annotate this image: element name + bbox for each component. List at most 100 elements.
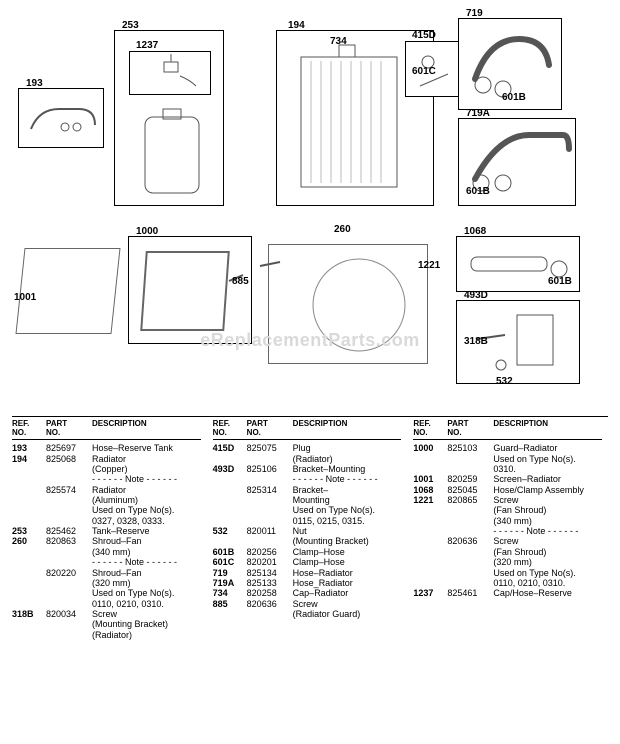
cell-part: 820201 [247,557,293,567]
cell-part: 820011 [247,526,293,536]
table-row: (340 mm) [12,547,201,557]
callout-318b: 318B [464,336,488,347]
cell-part: 820258 [247,588,293,598]
cell-desc: (Aluminum) [92,495,201,505]
cell-desc: Cap/Hose–Reserve [493,588,602,598]
callout-1068: 1068 [464,226,486,237]
callout-719: 719 [466,8,483,19]
table-row: (320 mm) [413,557,602,567]
cell-desc: Hose_Radiator [293,578,402,588]
cell-part: 825133 [247,578,293,588]
callout-601b: 601B [466,186,490,197]
callout-601b: 601B [502,92,526,103]
cell-part: 825106 [247,464,293,474]
cell-desc: - - - - - - Note - - - - - - [92,474,201,484]
cell-part [247,474,293,484]
table-row: 0327, 0328, 0333. [12,516,201,526]
table-row: 1237825461Cap/Hose–Reserve [413,588,602,598]
parts-column-1: REF.NO.PARTNO.DESCRIPTION193825697Hose–R… [12,417,207,640]
cell-desc: Bracket–Mounting [293,464,402,474]
cell-desc: (Mounting Bracket) [92,619,201,629]
cell-desc: 0327, 0328, 0333. [92,516,201,526]
cell-ref: 1001 [413,474,447,484]
box-193 [18,88,104,148]
cell-desc: 0115, 0215, 0315. [293,516,402,526]
hdr-ref: REF.NO. [213,419,247,437]
cell-ref: 1237 [413,588,447,598]
cell-ref: 734 [213,588,247,598]
hdr-ref: REF.NO. [12,419,46,437]
cell-part: 825462 [46,526,92,536]
cell-part: 825134 [247,568,293,578]
exploded-diagram: 1932531237194734415D601C719601B719A601B1… [0,0,620,390]
cell-desc: (320 mm) [92,578,201,588]
cell-ref [12,474,46,484]
cell-part: 825075 [247,443,293,453]
cell-ref [413,536,447,546]
cell-desc: Hose–Reserve Tank [92,443,201,453]
cell-part: 825697 [46,443,92,453]
table-row: 601B820256Clamp–Hose [213,547,402,557]
cell-ref: 1221 [413,495,447,505]
table-row: 0115, 0215, 0315. [213,516,402,526]
callout-719a: 719A [466,108,490,119]
cell-desc: 0310. [493,464,602,474]
callout-193: 193 [26,78,43,89]
table-row: (Copper) [12,464,201,474]
cell-ref: 601C [213,557,247,567]
cell-desc: Used on Type No(s). [293,505,402,515]
box-253 [114,30,224,206]
table-row: (Mounting Bracket) [12,619,201,629]
table-row: Used on Type No(s). [413,568,602,578]
cell-desc: (Radiator) [92,630,201,640]
cell-part [447,526,493,536]
cell-desc: (340 mm) [92,547,201,557]
callout-1001: 1001 [14,292,36,303]
cell-desc: Clamp–Hose [293,547,402,557]
cell-desc: (Copper) [92,464,201,474]
cell-part: 825461 [447,588,493,598]
part-1001-screen [15,248,120,334]
table-row: (Mounting Bracket) [213,536,402,546]
cell-ref [413,526,447,536]
part-260-shroud-svg [269,245,429,365]
cell-ref: 318B [12,609,46,619]
hdr-part: PARTNO. [447,419,493,437]
cell-part: 820636 [247,599,293,609]
cell-ref: 194 [12,454,46,464]
cell-desc: Hose/Clamp Assembly [493,485,602,495]
box-1000 [128,236,252,344]
table-row: 493D825106Bracket–Mounting [213,464,402,474]
callout-1221: 1221 [418,260,440,271]
callout-885: 885 [232,276,249,287]
callout-1237: 1237 [136,40,158,51]
table-row: 1221820865Screw [413,495,602,505]
box-1237 [129,51,211,95]
hdr-part: PARTNO. [46,419,92,437]
cell-part: 825103 [447,443,493,453]
cell-desc: 0110, 0210, 0310. [92,599,201,609]
table-row: 820636Screw [413,536,602,546]
cell-part: 825314 [247,485,293,495]
table-row: 532820011Nut [213,526,402,536]
table-row: 719825134Hose–Radiator [213,568,402,578]
cell-desc: Mounting [293,495,402,505]
cell-ref [12,557,46,567]
box-194 [276,30,434,206]
cell-desc: Hose–Radiator [293,568,402,578]
table-row: 825314Bracket– [213,485,402,495]
cell-ref: 415D [213,443,247,453]
cell-desc: Screw [493,495,602,505]
table-row: 1001820259Screen–Radiator [413,474,602,484]
cell-ref: 885 [213,599,247,609]
cell-desc: Screw [293,599,402,609]
table-row: 820220Shroud–Fan [12,568,201,578]
column-header: REF.NO.PARTNO.DESCRIPTION [213,417,402,440]
parts-column-3: REF.NO.PARTNO.DESCRIPTION1000825103Guard… [407,417,608,640]
table-row: - - - - - - Note - - - - - - [12,557,201,567]
cell-desc: (320 mm) [493,557,602,567]
callout-253: 253 [122,20,139,31]
callout-1000: 1000 [136,226,158,237]
table-row: 415D825075Plug [213,443,402,453]
hdr-part: PARTNO. [247,419,293,437]
